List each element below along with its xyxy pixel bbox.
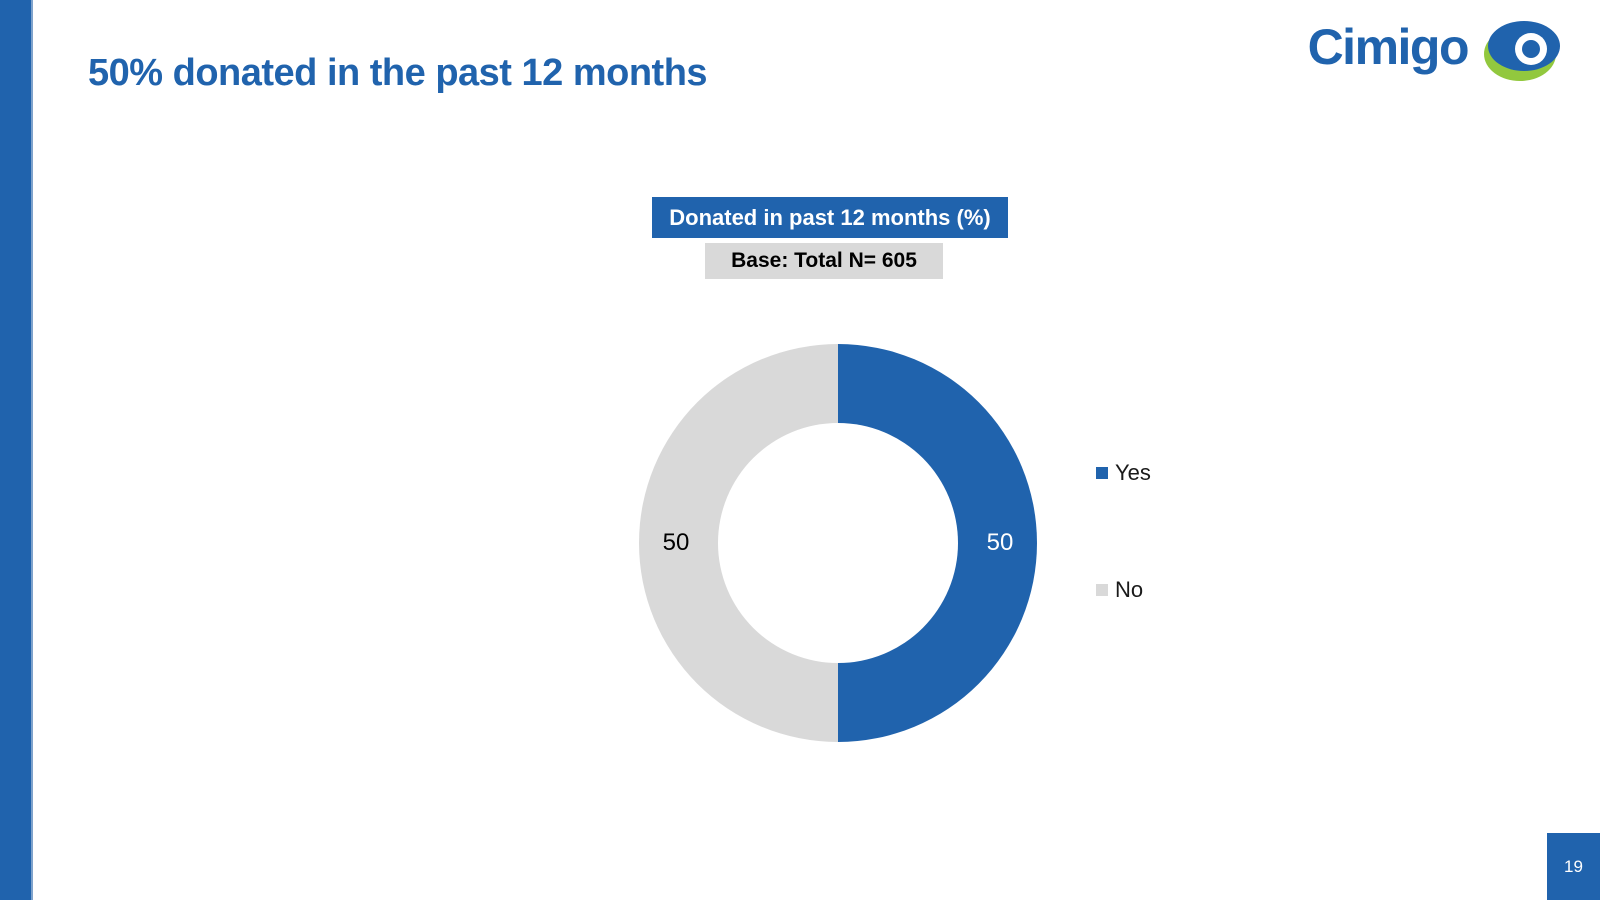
legend-marker-yes-icon — [1096, 467, 1108, 479]
page-number-badge: 19 — [1547, 833, 1600, 900]
slice-label-yes: 50 — [986, 529, 1014, 556]
slice-label-no: 50 — [662, 529, 690, 556]
left-accent-bar — [0, 0, 33, 900]
chart-legend: Yes No — [1096, 461, 1151, 602]
legend-marker-no-icon — [1096, 584, 1108, 596]
cimigo-logo-text: Cimigo — [1307, 19, 1470, 75]
donut-hole — [718, 423, 958, 663]
cimigo-eye-icon — [1484, 21, 1560, 81]
page-title: 50% donated in the past 12 months — [88, 52, 708, 94]
donut-chart — [639, 344, 1037, 742]
legend-item-no: No — [1096, 578, 1151, 602]
legend-label-yes: Yes — [1115, 460, 1151, 485]
chart-base-badge: Base: Total N= 605 — [705, 243, 943, 279]
cimigo-logo: Cimigo — [1308, 20, 1560, 82]
legend-label-no: No — [1115, 577, 1144, 602]
legend-item-yes: Yes — [1096, 461, 1151, 485]
chart-title-badge: Donated in past 12 months (%) — [652, 197, 1008, 238]
